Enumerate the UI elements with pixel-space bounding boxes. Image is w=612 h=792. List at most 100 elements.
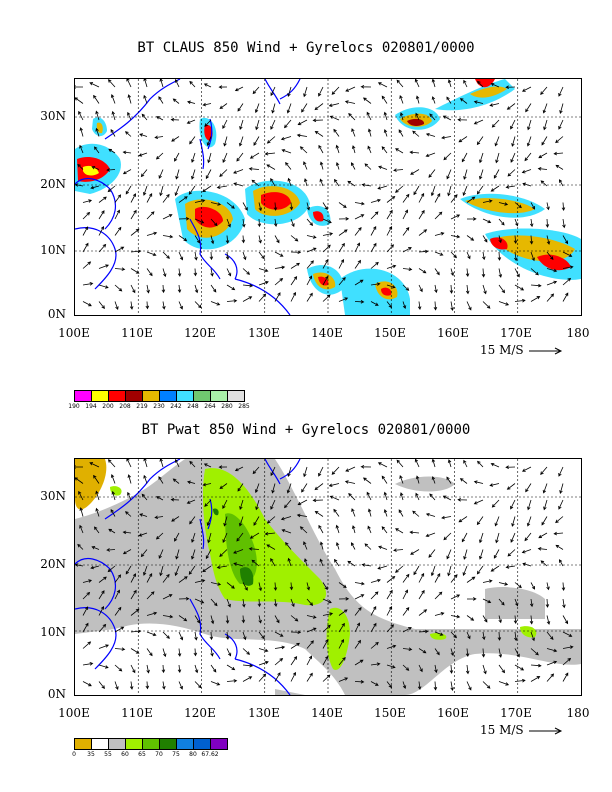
wind-arrow: [290, 250, 302, 255]
wind-arrow: [255, 499, 260, 511]
wind-arrow: [191, 152, 196, 163]
wind-arrow: [396, 79, 404, 88]
wind-arrow: [354, 680, 365, 684]
wind-arrow: [98, 243, 107, 253]
wind-arrow: [314, 483, 324, 491]
panel2-color-legend: 0 35 55 60 65 70 75 80 67.62: [72, 738, 228, 759]
wind-arrow: [446, 169, 452, 180]
wind-arrow: [159, 79, 164, 88]
wind-arrow: [318, 466, 324, 477]
wind-arrow: [162, 648, 167, 658]
wind-arrow: [222, 119, 228, 129]
wind-arrow: [354, 622, 361, 633]
wind-arrow: [124, 511, 132, 517]
wind-arrow: [241, 615, 246, 624]
wind-arrow: [77, 163, 84, 170]
wind-arrow: [225, 615, 230, 624]
wind-arrow: [402, 589, 409, 600]
wind-arrow: [189, 136, 196, 145]
wind-arrow: [335, 162, 340, 170]
wind-arrow: [386, 209, 393, 220]
wind-arrow: [506, 103, 516, 110]
wind-arrow: [396, 459, 404, 468]
wind-arrow: [494, 136, 500, 147]
wind-arrow: [161, 664, 166, 674]
wind-arrow: [546, 235, 551, 245]
wind-arrow: [482, 579, 493, 583]
wind-arrow: [174, 565, 180, 577]
wind-arrow: [303, 161, 308, 170]
wind-arrow: [82, 226, 89, 236]
wind-arrow: [233, 169, 244, 174]
wind-arrow: [478, 169, 484, 180]
wind-arrow: [249, 152, 260, 159]
wind-arrow: [98, 605, 105, 616]
wind-arrow: [162, 251, 170, 259]
wind-arrow: [306, 247, 317, 253]
wind-arrow: [194, 235, 201, 244]
wind-arrow: [154, 135, 164, 140]
wind-arrow: [362, 97, 372, 104]
wind-arrow: [415, 95, 420, 104]
wind-arrow: [329, 495, 340, 501]
wind-arrow: [410, 549, 420, 555]
wind-arrow: [266, 544, 276, 550]
wind-arrow: [434, 268, 440, 276]
wind-arrow: [233, 182, 244, 187]
wind-arrow: [447, 459, 452, 468]
wind-arrow: [156, 496, 164, 501]
wind-arrow: [562, 615, 569, 625]
wind-arrow: [254, 483, 260, 494]
wind-arrow: [530, 663, 542, 668]
wind-arrow: [415, 112, 420, 121]
wind-arrow: [314, 103, 324, 111]
wind-arrow: [170, 497, 180, 502]
wind-arrow: [273, 202, 278, 211]
wind-arrow: [146, 193, 153, 203]
wind-arrow: [354, 300, 365, 304]
wind-arrow: [473, 100, 484, 104]
wind-arrow: [126, 459, 132, 468]
wind-arrow: [546, 582, 550, 591]
wind-arrow: [367, 145, 372, 154]
wind-arrow: [207, 532, 212, 544]
wind-arrow: [79, 507, 84, 517]
wind-arrow: [402, 284, 410, 291]
wind-arrow: [130, 193, 136, 203]
wind-arrow: [399, 112, 404, 121]
wind-arrow: [159, 565, 164, 577]
wind-arrow: [225, 631, 230, 641]
wind-arrow: [498, 582, 509, 586]
panel2-lon-110e: 110E: [121, 706, 153, 720]
legend-swatch: [142, 738, 160, 750]
wind-arrow: [413, 565, 420, 576]
wind-arrow: [114, 267, 126, 271]
wind-arrow: [143, 459, 148, 468]
wind-arrow: [318, 86, 324, 97]
wind-arrow: [338, 582, 347, 588]
wind-arrow: [202, 565, 212, 573]
wind-arrow: [546, 648, 558, 653]
wind-arrow: [546, 251, 554, 260]
wind-arrow: [75, 97, 84, 104]
wind-arrow: [450, 574, 458, 583]
wind-arrow: [223, 516, 228, 527]
wind-arrow: [114, 209, 120, 220]
wind-arrow: [546, 615, 551, 625]
panel2-lon-130e: 130E: [248, 706, 280, 720]
wind-arrow: [238, 136, 244, 147]
wind-arrow: [210, 615, 215, 625]
wind-arrow: [75, 563, 84, 567]
wind-arrow: [290, 642, 300, 649]
wind-arrow: [210, 681, 221, 686]
wind-arrow: [188, 185, 196, 195]
wind-arrow: [114, 226, 122, 236]
wind-arrow: [114, 284, 123, 292]
legend-value: 35: [87, 751, 95, 758]
legend-swatch: [159, 390, 177, 402]
wind-arrow: [114, 681, 119, 691]
wind-arrow: [206, 136, 212, 147]
wind-arrow: [296, 513, 308, 518]
wind-arrow: [546, 673, 555, 682]
wind-arrow: [290, 630, 302, 635]
